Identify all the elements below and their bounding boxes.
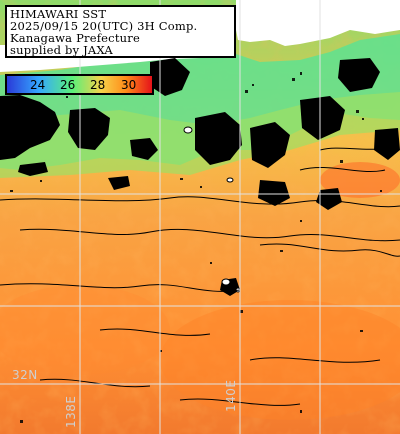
colorbar-tick-30: 30 bbox=[121, 78, 137, 92]
timestamp-label: 2025/09/15 20(UTC) 3H Comp. bbox=[10, 19, 198, 33]
lat-label-32n: 32N bbox=[12, 368, 38, 382]
colorbar-tick-26: 26 bbox=[60, 78, 76, 92]
colorbar-tick-28: 28 bbox=[90, 78, 106, 92]
colorbar-tick-24: 24 bbox=[30, 78, 46, 92]
land-honshu bbox=[236, 0, 400, 46]
lon-label-140e: 140E bbox=[224, 379, 238, 413]
isotherm-contours bbox=[0, 147, 400, 406]
land-coast-west bbox=[0, 58, 180, 72]
colorbar-gradient bbox=[7, 76, 152, 93]
credit-label: supplied by JAXA bbox=[10, 43, 113, 57]
info-panel: HIMAWARI SST 2025/09/15 20(UTC) 3H Comp.… bbox=[5, 5, 236, 58]
temperature-colorbar: 24 26 28 30 bbox=[5, 74, 154, 95]
product-title: HIMAWARI SST bbox=[10, 7, 107, 21]
warm-patch-south bbox=[160, 300, 400, 420]
region-label: Kanagawa Prefecture bbox=[10, 31, 140, 45]
warm-patch-west bbox=[0, 285, 170, 375]
lon-label-138e: 138E bbox=[64, 395, 78, 429]
